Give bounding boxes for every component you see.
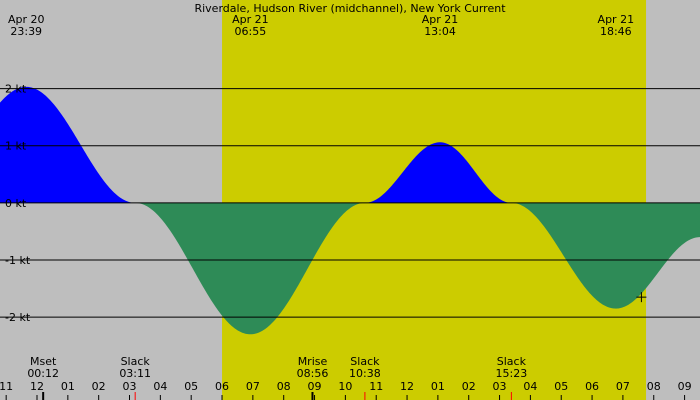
x-tick-label: 12	[30, 380, 44, 393]
event-labels: Mset00:12Slack03:11Mrise08:56Slack10:38S…	[27, 355, 527, 400]
event-label: Mset	[30, 355, 57, 368]
top-label-date: Apr 20	[8, 13, 45, 26]
top-label-date: Apr 21	[422, 13, 459, 26]
x-tick-label: 01	[431, 380, 445, 393]
y-tick-label: 0 kt	[5, 197, 27, 210]
x-tick-label: 07	[616, 380, 630, 393]
x-tick-label: 12	[400, 380, 414, 393]
x-tick-label: 09	[678, 380, 692, 393]
chart-title: Riverdale, Hudson River (midchannel), Ne…	[194, 2, 506, 15]
y-tick-label: -2 kt	[5, 311, 31, 324]
top-label-date: Apr 21	[598, 13, 635, 26]
y-tick-label: 2 kt	[5, 83, 27, 96]
event-label: Slack	[350, 355, 380, 368]
x-tick-label: 05	[184, 380, 198, 393]
event-label: Slack	[121, 355, 151, 368]
flood-area-2	[365, 142, 511, 203]
ebb-area-3	[512, 202, 700, 309]
x-tick-label: 04	[153, 380, 167, 393]
x-tick-label: 07	[246, 380, 260, 393]
gridlines	[0, 88, 700, 318]
event-time: 08:56	[297, 367, 329, 380]
x-tick-label: 02	[462, 380, 476, 393]
top-label-time: 06:55	[235, 25, 267, 38]
event-label: Slack	[497, 355, 527, 368]
x-tick-label: 11	[369, 380, 383, 393]
top-label-date: Apr 21	[232, 13, 269, 26]
x-tick-label: 09	[308, 380, 322, 393]
top-label-time: 13:04	[424, 25, 456, 38]
event-label: Mrise	[298, 355, 328, 368]
x-tick-label: 08	[647, 380, 661, 393]
x-tick-label: 01	[61, 380, 75, 393]
top-label-time: 18:46	[600, 25, 632, 38]
y-tick-label: -1 kt	[5, 254, 31, 267]
event-time: 15:23	[496, 367, 528, 380]
y-axis-labels: 2 kt 1 kt 0 kt -1 kt -2 kt	[5, 83, 31, 325]
y-tick-label: 1 kt	[5, 140, 27, 153]
x-tick-label: 06	[215, 380, 229, 393]
x-tick-label: 03	[493, 380, 507, 393]
event-time: 03:11	[119, 367, 151, 380]
x-tick-label: 02	[92, 380, 106, 393]
top-label-time: 23:39	[10, 25, 42, 38]
x-tick-label: 08	[277, 380, 291, 393]
event-time: 00:12	[27, 367, 59, 380]
x-tick-label: 06	[585, 380, 599, 393]
x-tick-label: 04	[523, 380, 537, 393]
x-tick-label: 05	[554, 380, 568, 393]
flood-area-0	[0, 86, 135, 203]
x-tick-label: 03	[123, 380, 137, 393]
x-tick-label: 11	[0, 380, 13, 393]
ebb-area-1	[136, 202, 364, 335]
x-axis-ticks: 11 12 01 02 03 04 05 06 07 08 09 10 11 12 01 02 03 04 05 06…	[0, 380, 692, 400]
x-tick-label: 10	[338, 380, 352, 393]
current-areas	[0, 86, 700, 335]
current-time-marker	[636, 292, 647, 303]
event-time: 10:38	[349, 367, 381, 380]
